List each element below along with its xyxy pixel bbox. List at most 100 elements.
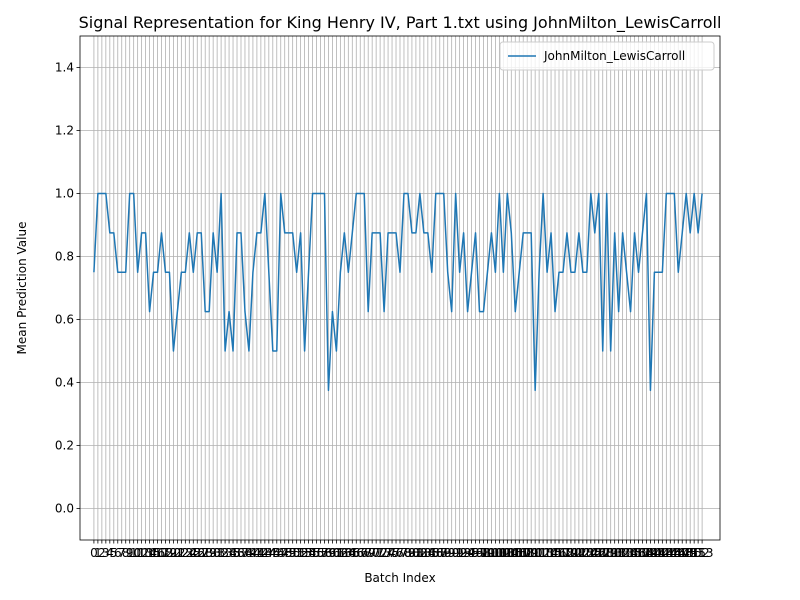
x-tick-label: 127 [587, 546, 610, 560]
x-tick-label: 137 [627, 546, 650, 560]
x-tick-label: 128 [591, 546, 614, 560]
x-tick-label: 116 [544, 546, 567, 560]
x-tick-label: 69 [361, 546, 376, 560]
x-tick-label: 111 [524, 546, 547, 560]
x-tick-label: 106 [504, 546, 527, 560]
x-tick-label: 6 [114, 546, 122, 560]
x-tick-label: 62 [333, 546, 348, 560]
x-tick-label: 48 [277, 546, 292, 560]
x-axis-label: Batch Index [364, 571, 435, 585]
x-tick-label: 40 [245, 546, 260, 560]
x-tick-label: 76 [388, 546, 403, 560]
x-tick-label: 42 [253, 546, 268, 560]
x-tick-label: 3 [102, 546, 110, 560]
x-tick-label: 86 [428, 546, 443, 560]
x-tick-label: 61 [329, 546, 344, 560]
x-tick-label: 31 [210, 546, 225, 560]
x-tick-label: 20 [166, 546, 181, 560]
x-tick-label: 50 [285, 546, 300, 560]
x-tick-label: 38 [237, 546, 252, 560]
series-layer [93, 192, 703, 392]
x-tick-label: 97 [472, 546, 487, 560]
x-tick-label: 148 [671, 546, 694, 560]
x-tick-label: 39 [241, 546, 256, 560]
x-tick-label: 37 [233, 546, 248, 560]
x-tick-label: 141 [643, 546, 666, 560]
x-tick-label: 142 [647, 546, 670, 560]
x-tick-label: 120 [559, 546, 582, 560]
x-tick-label: 129 [595, 546, 618, 560]
x-tick-label: 57 [313, 546, 328, 560]
x-tick-label: 146 [663, 546, 686, 560]
x-tick-label: 81 [408, 546, 423, 560]
x-tick-label: 19 [162, 546, 177, 560]
x-tick-label: 22 [174, 546, 189, 560]
x-tick-label: 87 [432, 546, 447, 560]
y-tick-label: 1.0 [55, 187, 74, 201]
x-tick-label: 151 [683, 546, 706, 560]
x-tick-label: 23 [178, 546, 193, 560]
x-gridlines [93, 36, 703, 540]
y-tick-label: 0.0 [55, 502, 74, 516]
x-tick-label: 59 [321, 546, 336, 560]
x-tick-label: 95 [464, 546, 479, 560]
x-tick-label: 101 [484, 546, 507, 560]
x-tick-label: 16 [150, 546, 165, 560]
x-tick-label: 32 [213, 546, 228, 560]
x-tick-label: 131 [603, 546, 626, 560]
x-tick-label: 17 [154, 546, 169, 560]
x-tick-label: 94 [460, 546, 475, 560]
x-tick-label: 65 [345, 546, 360, 560]
x-tick-label: 18 [158, 546, 173, 560]
x-tick-label: 114 [536, 546, 559, 560]
x-tick-label: 77 [392, 546, 407, 560]
x-tick-label: 147 [667, 546, 690, 560]
x-tick-label: 64 [341, 546, 356, 560]
x-tick-label: 136 [623, 546, 646, 560]
x-tick-label: 132 [607, 546, 630, 560]
x-tick-label: 47 [273, 546, 288, 560]
x-tick-label: 107 [508, 546, 531, 560]
x-tick-label: 4 [106, 546, 114, 560]
x-tick-label: 68 [357, 546, 372, 560]
x-tick-label: 15 [146, 546, 161, 560]
x-tick-label: 56 [309, 546, 324, 560]
x-tick-label: 99 [480, 546, 495, 560]
x-tick-label: 75 [384, 546, 399, 560]
x-tick-label: 108 [512, 546, 535, 560]
x-tick-label: 138 [631, 546, 654, 560]
x-tick-label: 1 [94, 546, 102, 560]
x-tick-label: 112 [528, 546, 551, 560]
x-tick-label: 153 [691, 546, 714, 560]
y-gridlines [80, 67, 720, 509]
x-tick-label: 73 [376, 546, 391, 560]
x-tick-label: 74 [380, 546, 395, 560]
x-tick-label: 83 [416, 546, 431, 560]
x-tick-label: 10 [126, 546, 141, 560]
legend-label-series-0: JohnMilton_LewisCarroll [543, 49, 685, 63]
x-tick-label: 0 [90, 546, 98, 560]
x-tick-label: 105 [500, 546, 523, 560]
x-tick-label: 144 [655, 546, 678, 560]
x-tick-label: 12 [134, 546, 149, 560]
x-tick-label: 90 [444, 546, 459, 560]
x-tick-label: 85 [424, 546, 439, 560]
x-tick-label: 121 [563, 546, 586, 560]
x-tick-label: 2 [98, 546, 106, 560]
y-tick-label: 1.4 [55, 61, 74, 75]
x-tick-label: 11 [130, 546, 145, 560]
x-tick-label: 53 [297, 546, 312, 560]
x-tick-label: 79 [400, 546, 415, 560]
x-tick-label: 7 [118, 546, 126, 560]
y-axis-label: Mean Prediction Value [15, 222, 29, 355]
x-tick-label: 63 [337, 546, 352, 560]
x-tick-label: 78 [396, 546, 411, 560]
x-tick-label: 93 [456, 546, 471, 560]
y-tick-label: 0.2 [55, 439, 74, 453]
x-tick-label: 71 [369, 546, 384, 560]
x-tick-label: 124 [575, 546, 598, 560]
series-line-0 [93, 192, 703, 392]
x-tick-label: 27 [194, 546, 209, 560]
x-tick-label: 28 [198, 546, 213, 560]
